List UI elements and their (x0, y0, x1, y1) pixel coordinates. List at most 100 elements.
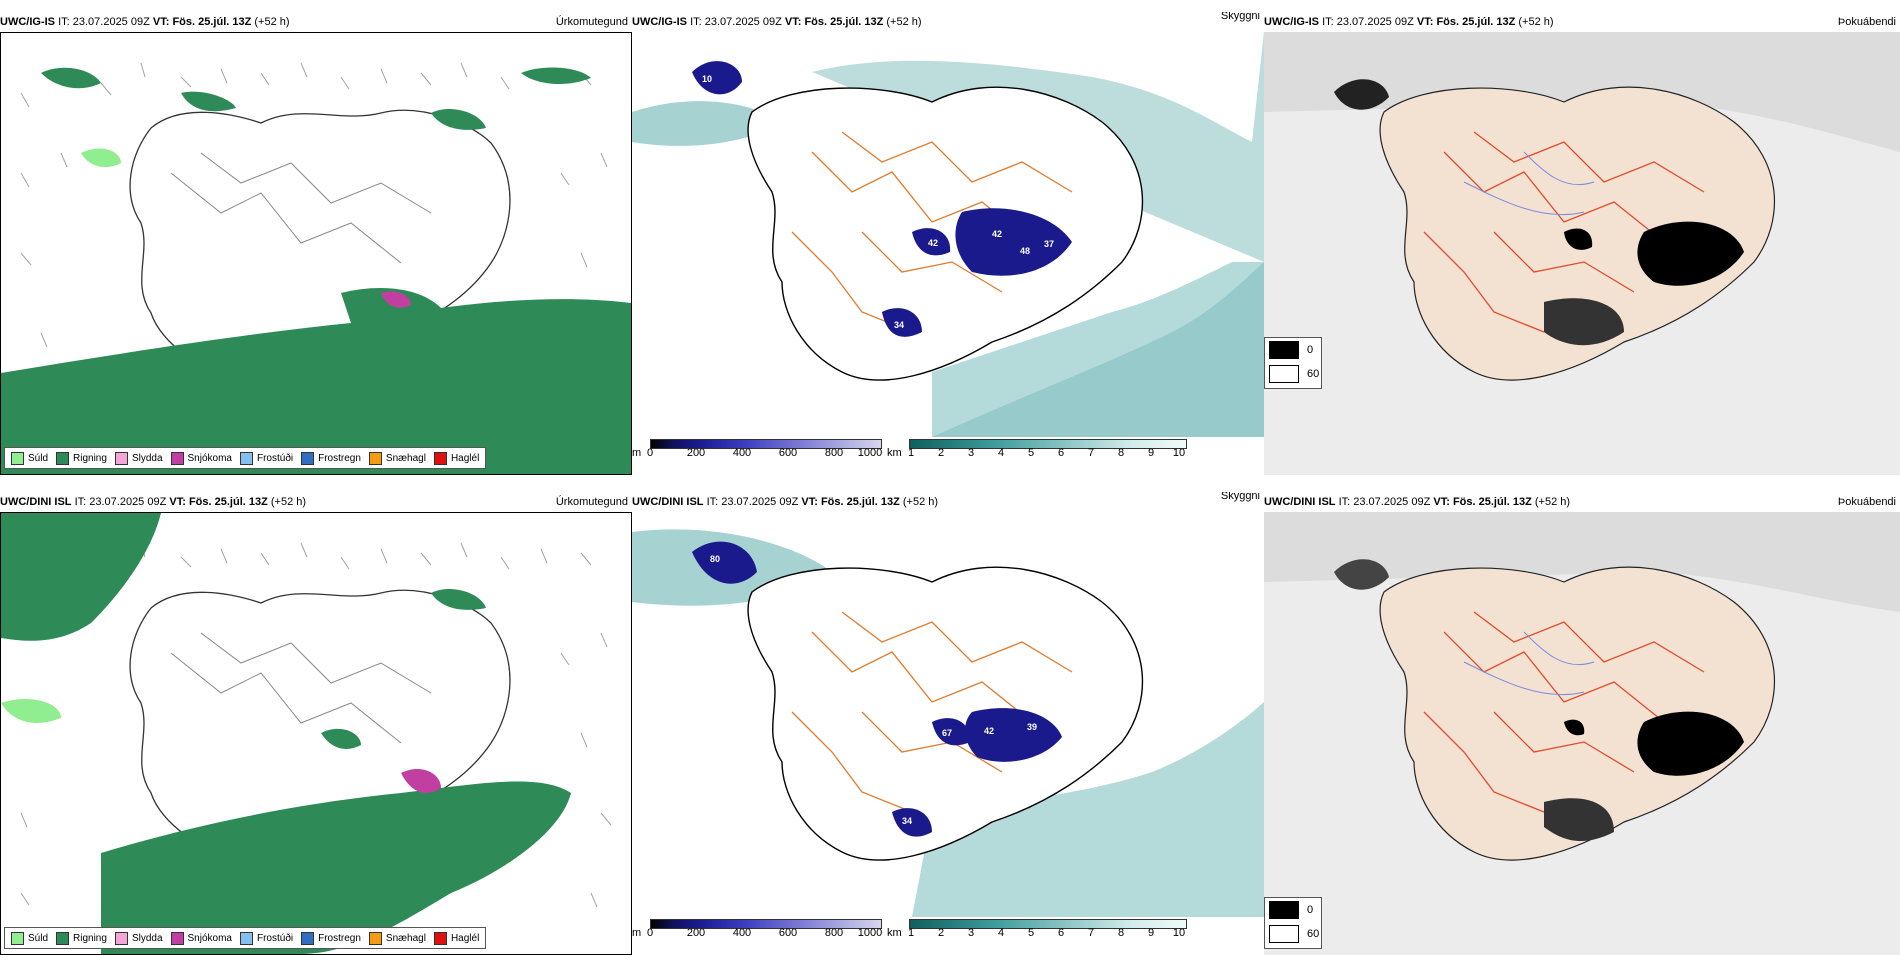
legend-swatch (301, 451, 315, 465)
fog-legend-item: 0 (1265, 338, 1321, 362)
it-value: 23.07.2025 09Z (89, 496, 167, 508)
model-name: UWC/IG-IS (0, 16, 55, 28)
legend-swatch (1269, 925, 1299, 943)
cloud-map[interactable]: 42 39 67 34 80 (632, 512, 1264, 917)
colorbar-tick: 800 (824, 927, 844, 939)
fog-panel-bottom: UWC/DINI ISL IT: 23.07.2025 09Z VT: Fös.… (1264, 492, 1900, 955)
it-value: 23.07.2025 09Z (704, 16, 782, 28)
colorbar-tick: 600 (778, 927, 798, 939)
colorbar-tick: 1000 (857, 447, 883, 459)
panel-header: UWC/DINI ISL IT: 23.07.2025 09Z VT: Fös.… (632, 492, 1264, 512)
colorbar-tick: 0 (646, 927, 654, 939)
fog-map[interactable] (1264, 32, 1900, 475)
it-label: IT: (58, 16, 70, 28)
cloud-base-label: 34 (894, 320, 904, 330)
fog-legend: 0 60 (1264, 897, 1322, 949)
colorbar-tick: 1 (907, 927, 915, 939)
precip-map[interactable] (0, 512, 632, 955)
colorbar-tick: 200 (686, 927, 706, 939)
vt-value: Fös. 25.júl. 13Z (820, 496, 900, 508)
vt-label: VT: (169, 496, 186, 508)
cloud-panel-bottom: UWC/DINI ISL IT: 23.07.2025 09Z VT: Fös.… (632, 492, 1264, 955)
vt-value: Fös. 25.júl. 13Z (188, 496, 268, 508)
legend-label: Snæhagl (385, 932, 426, 944)
colorbar-tick: 5 (1027, 447, 1035, 459)
legend-item: Súld (11, 451, 49, 465)
panel-type: Skyggni (1220, 12, 1260, 22)
legend-label: 0 (1307, 344, 1314, 356)
visibility-colorbar: km 1 2 3 4 5 6 7 8 9 10 (887, 439, 1187, 461)
legend-item: Frostregn (301, 451, 361, 465)
legend-label: 60 (1307, 928, 1320, 940)
cloud-base-label: 37 (1044, 239, 1054, 249)
model-name: UWC/IG-IS (1264, 16, 1319, 28)
fog-panel-top: UWC/IG-IS IT: 23.07.2025 09Z VT: Fös. 25… (1264, 12, 1900, 475)
legend-swatch (56, 931, 70, 945)
colorbar-strip (650, 439, 882, 449)
legend-swatch (114, 931, 128, 945)
legend-label: Súld (28, 452, 49, 464)
colorbar-tick: 3 (967, 927, 975, 939)
legend-swatch (1269, 341, 1299, 359)
panel-header: UWC/DINI ISL IT: 23.07.2025 09Z VT: Fös.… (0, 492, 632, 512)
colorbar-tick: 0 (646, 447, 654, 459)
vt-value: Fös. 25.júl. 13Z (804, 16, 884, 28)
colorbar-unit: km (887, 927, 902, 939)
legend-item: Slydda (114, 451, 163, 465)
it-value: 23.07.2025 09Z (721, 496, 799, 508)
model-name: UWC/DINI ISL (0, 496, 72, 508)
cloud-base-label: 42 (928, 238, 938, 248)
it-label: IT: (1322, 16, 1334, 28)
lead-time: (+52 h) (270, 496, 307, 508)
lead-time: (+52 h) (1518, 16, 1554, 28)
colorbar-tick: 400 (732, 927, 752, 939)
legend-item: Frostúði (239, 451, 293, 465)
legend-label: Slydda (131, 932, 163, 944)
legend-item: Frostúði (239, 931, 294, 945)
legend-swatch (433, 451, 447, 465)
colorbar-tick: 200 (686, 447, 706, 459)
model-name: UWC/DINI ISL (632, 496, 704, 508)
legend-swatch (56, 451, 70, 465)
colorbar-tick: 4 (997, 927, 1005, 939)
colorbar-tick: 7 (1087, 927, 1095, 939)
vt-value: Fös. 25.júl. 13Z (1436, 16, 1516, 28)
panel-header: UWC/DINI ISL IT: 23.07.2025 09Z VT: Fös.… (1264, 492, 1900, 512)
cloud-map[interactable]: 42 48 37 42 34 10 (632, 32, 1264, 437)
cloud-base-label: 42 (984, 726, 994, 736)
lead-time: (+52 h) (902, 496, 939, 508)
precip-legend: Súld Rigning Slydda Snjókoma Frostúði Fr… (4, 927, 487, 949)
colorbar-tick: 800 (824, 447, 844, 459)
colorbar-strip (650, 919, 882, 929)
cloud-base-label: 39 (1027, 722, 1037, 732)
legend-item: Snæhagl (368, 451, 426, 465)
fog-map[interactable] (1264, 512, 1900, 955)
colorbar-tick: 3 (967, 447, 975, 459)
colorbar-unit: m (632, 927, 642, 939)
colorbar-tick: 400 (732, 447, 752, 459)
model-name: UWC/IG-IS (632, 16, 687, 28)
legend-swatch (301, 931, 315, 945)
precip-map[interactable] (0, 32, 632, 475)
colorbar-tick: 10 (1172, 447, 1186, 459)
precip-panel-top: UWC/IG-IS IT: 23.07.2025 09Z VT: Fös. 25… (0, 12, 632, 475)
colorbar-strip (909, 439, 1187, 449)
legend-label: Frostúði (256, 932, 294, 944)
legend-item: Snjókoma (170, 931, 232, 945)
legend-label: Haglél (450, 932, 480, 944)
legend-swatch (1269, 365, 1299, 383)
colorbar-tick: 2 (937, 447, 945, 459)
legend-swatch (11, 931, 24, 945)
colorbar-tick: 1000 (857, 927, 883, 939)
panel-header: UWC/IG-IS IT: 23.07.2025 09Z VT: Fös. 25… (632, 12, 1264, 32)
vt-label: VT: (1433, 496, 1450, 508)
colorbar-tick: 9 (1147, 927, 1155, 939)
fog-legend-item: 60 (1265, 362, 1321, 386)
it-label: IT: (690, 16, 702, 28)
legend-label: Snæhagl (385, 452, 426, 464)
legend-swatch (11, 451, 24, 465)
panel-type: Þokuábendi (1837, 16, 1896, 28)
visibility-colorbar: km 1 2 3 4 5 6 7 8 9 10 (887, 919, 1187, 941)
legend-label: Rigning (73, 932, 107, 944)
cloud-panel-top: UWC/IG-IS IT: 23.07.2025 09Z VT: Fös. 25… (632, 12, 1264, 475)
